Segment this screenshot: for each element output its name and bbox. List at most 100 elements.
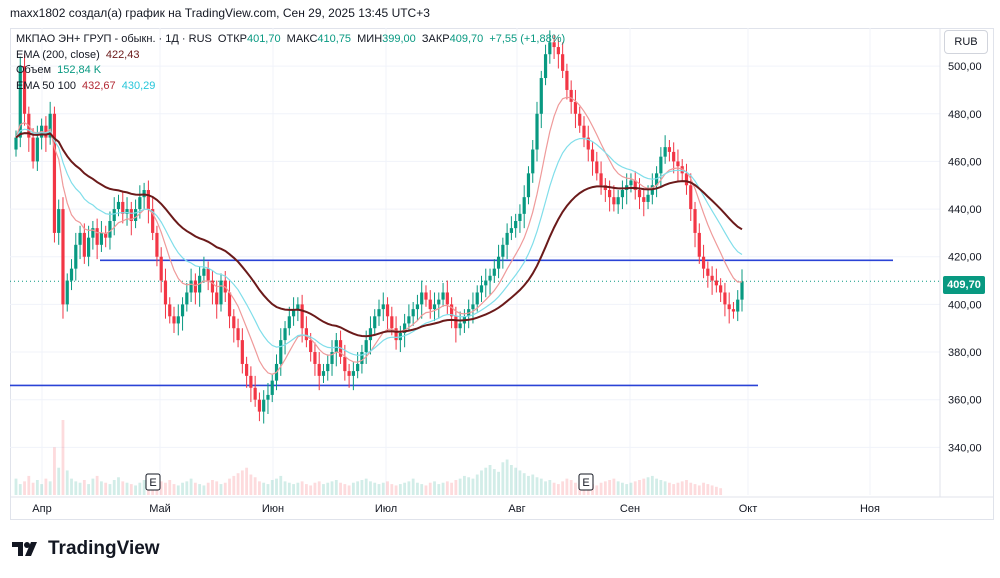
- volume-bar: [433, 481, 436, 495]
- candle-body: [727, 304, 731, 310]
- candle-body: [407, 316, 411, 324]
- candle-body: [176, 316, 180, 324]
- volume-bar: [574, 482, 577, 495]
- earnings-marker: [145, 473, 161, 491]
- volume-bar: [561, 481, 565, 495]
- volume-bar: [95, 475, 99, 495]
- legend-symbol-row: МКПАО ЭН+ ГРУП - обыкн. · 1Д · RUS ОТКР4…: [16, 32, 568, 48]
- volume-bar: [189, 478, 193, 495]
- volume-bar: [322, 484, 325, 495]
- candle-body: [321, 371, 326, 376]
- candle-body: [168, 304, 172, 317]
- brand-name: TradingView: [48, 538, 160, 559]
- volume-bar: [266, 484, 270, 495]
- volume-bar: [544, 481, 547, 495]
- volume-bars: [14, 420, 723, 495]
- candle-body: [351, 371, 355, 376]
- volume-bar: [710, 485, 714, 495]
- volume-bar: [424, 485, 428, 495]
- volume-bar: [326, 482, 330, 495]
- volume-bar: [138, 482, 142, 495]
- candle-body: [69, 268, 74, 281]
- candle-body: [612, 197, 616, 205]
- volume-bar: [82, 480, 86, 495]
- candle-body: [99, 232, 104, 245]
- time-axis: Апр Май Июн Июл Авг Сен Окт Ноя: [10, 496, 994, 515]
- candle-body: [415, 304, 420, 310]
- candle-body: [206, 268, 210, 281]
- volume-bar: [484, 467, 488, 495]
- volume-bar: [240, 470, 244, 495]
- volume-bar: [305, 484, 308, 495]
- volume-bar: [129, 484, 133, 495]
- volume-bar: [394, 485, 398, 495]
- y-tick-label: 340,00: [948, 442, 982, 454]
- candle-body: [172, 316, 176, 324]
- volume-bar: [142, 480, 146, 495]
- ema100-value: 430,29: [121, 79, 156, 92]
- earnings-marker-label: E: [149, 477, 156, 489]
- candle-body: [509, 228, 513, 233]
- change-value: +7,55 (+1,88%): [489, 33, 566, 45]
- candle-body: [505, 232, 509, 245]
- candle-body: [595, 161, 599, 174]
- candle-body: [304, 328, 308, 341]
- candle-body: [484, 280, 488, 286]
- volume-value: 152,84 K: [57, 64, 102, 76]
- volume-bar: [253, 477, 257, 495]
- candle-body: [454, 316, 458, 329]
- volume-bar: [134, 485, 137, 495]
- volume-bar: [565, 478, 569, 495]
- volume-bar: [202, 485, 206, 495]
- currency-button[interactable]: RUB: [944, 30, 988, 54]
- volume-bar: [339, 482, 342, 495]
- candle-body: [646, 194, 650, 202]
- volume-bar: [228, 478, 231, 495]
- candle-body: [561, 54, 565, 71]
- candle-body: [411, 309, 415, 317]
- volume-bar: [407, 481, 411, 495]
- volume-bar: [680, 481, 684, 495]
- candle-body: [151, 209, 155, 233]
- earnings-marker: [578, 473, 594, 491]
- volume-bar: [330, 481, 334, 495]
- brand[interactable]: TradingView: [12, 538, 160, 560]
- volume-bar: [65, 470, 69, 495]
- volume-bar: [40, 484, 44, 495]
- candle-body: [377, 309, 381, 317]
- volume-bar: [638, 480, 641, 495]
- candle-body: [215, 292, 219, 305]
- candle-body: [82, 232, 86, 257]
- candle-body: [689, 185, 693, 210]
- volume-bar: [343, 484, 347, 495]
- candle-body: [633, 180, 637, 191]
- volume-bar: [223, 482, 227, 495]
- x-tick-label: Авг: [508, 503, 525, 515]
- low-value: 399,00: [382, 33, 416, 45]
- candle-body: [672, 151, 676, 162]
- candle-body: [108, 220, 112, 238]
- volume-bar: [317, 481, 321, 495]
- candle-body: [578, 113, 582, 126]
- candle-body: [210, 280, 215, 293]
- volume-bar: [74, 481, 78, 495]
- volume-bar: [236, 473, 240, 495]
- volume-bar: [492, 469, 496, 495]
- volume-bar: [398, 484, 402, 495]
- candle-body: [189, 280, 193, 293]
- volume-bar: [91, 478, 95, 495]
- volume-bar: [629, 482, 633, 495]
- candle-body: [121, 201, 125, 214]
- volume-bar: [556, 484, 560, 495]
- candle-body: [608, 190, 612, 198]
- volume-bar: [471, 478, 475, 495]
- candle-body: [432, 304, 437, 310]
- candle-body: [138, 197, 142, 210]
- x-tick-label: Сен: [620, 503, 640, 515]
- candle-body: [565, 70, 569, 90]
- volume-bar: [450, 482, 453, 495]
- volume-bar: [121, 481, 125, 495]
- candle-body: [330, 352, 334, 364]
